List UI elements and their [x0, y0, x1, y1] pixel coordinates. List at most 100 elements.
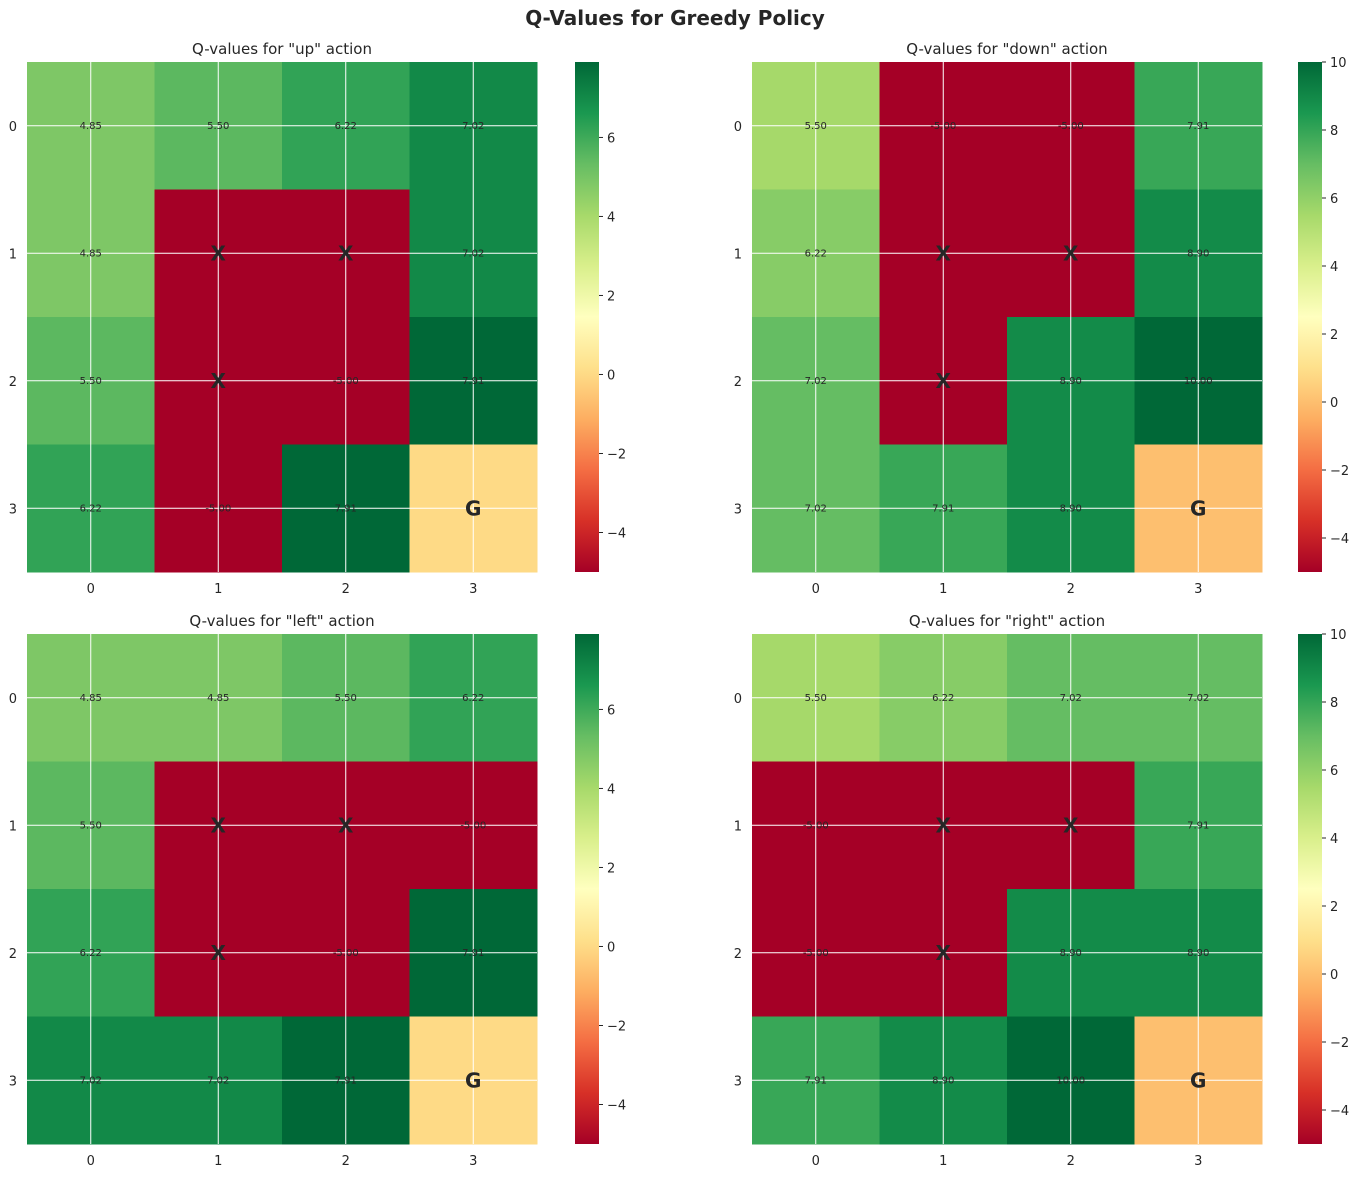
colorbar-tick-label: −2	[1330, 464, 1349, 479]
blocked-cell-mark: X	[936, 241, 952, 265]
x-tick-label: 2	[342, 582, 350, 597]
colorbar-tick-label: 0	[1330, 396, 1338, 411]
x-tick-label: 0	[87, 582, 95, 597]
cell-value-label: 8.90	[1060, 376, 1082, 387]
colorbar-tick-label: −2	[607, 1019, 626, 1034]
cell-value-label: -5.00	[803, 820, 829, 831]
y-tick-label: 1	[734, 247, 742, 262]
blocked-cell-mark: X	[338, 241, 354, 265]
colorbar-tick-label: 6	[1330, 764, 1338, 779]
x-tick-label: 0	[812, 1154, 820, 1169]
colorbar-tick-label: 8	[1330, 124, 1338, 139]
cell-value-label: 7.02	[207, 1075, 229, 1086]
cell-value-label: -5.00	[205, 503, 231, 514]
colorbar-tick-label: −4	[607, 1098, 626, 1113]
cell-value-label: 6.22	[805, 248, 827, 259]
cell-value-label: 7.91	[932, 503, 954, 514]
heatmap-panel-2: Q-values for "left" action 4.85 4.85 5.50 6.…	[9, 612, 626, 1169]
blocked-cell-mark: X	[211, 941, 227, 965]
cell-value-label: 6.22	[80, 948, 102, 959]
cell-value-label: -5.00	[333, 948, 359, 959]
colorbar-tick-label: −2	[607, 447, 626, 462]
cell-value-label: 5.50	[335, 693, 357, 704]
colorbar-tick-label: 10	[1330, 56, 1347, 71]
y-tick-label: 3	[9, 1074, 17, 1089]
y-tick-label: 1	[9, 819, 17, 834]
cell-value-label: -5.00	[460, 820, 486, 831]
cell-value-label: 7.91	[462, 948, 484, 959]
y-tick-label: 2	[734, 947, 742, 962]
colorbar	[575, 634, 599, 1144]
goal-cell-mark: G	[1190, 496, 1206, 520]
y-tick-label: 3	[734, 502, 742, 517]
y-tick-label: 2	[734, 375, 742, 390]
blocked-cell-mark: X	[936, 941, 952, 965]
x-tick-label: 0	[87, 1154, 95, 1169]
cell-value-label: -5.00	[930, 121, 956, 132]
colorbar-tick-label: 2	[1330, 328, 1338, 343]
cell-value-label: 7.02	[805, 503, 827, 514]
cell-value-label: 4.85	[80, 121, 102, 132]
colorbar-tick-label: −4	[1330, 1104, 1349, 1119]
colorbar-tick-label: 4	[1330, 832, 1338, 847]
y-tick-label: 3	[734, 1074, 742, 1089]
blocked-cell-mark: X	[338, 813, 354, 837]
colorbar-tick-label: 10	[1330, 628, 1347, 643]
colorbar	[1298, 634, 1322, 1144]
blocked-cell-mark: X	[211, 369, 227, 393]
panel-title: Q-values for "left" action	[189, 612, 374, 630]
colorbar-tick-label: 4	[1330, 260, 1338, 275]
x-tick-label: 1	[939, 1154, 947, 1169]
x-tick-label: 2	[1067, 1154, 1075, 1169]
blocked-cell-mark: X	[1063, 241, 1079, 265]
cell-value-label: 7.91	[1187, 121, 1209, 132]
cell-value-label: 7.02	[80, 1075, 102, 1086]
blocked-cell-mark: X	[936, 369, 952, 393]
colorbar-tick-label: 0	[607, 368, 615, 383]
cell-value-label: 10.00	[1056, 1075, 1085, 1086]
colorbar-tick-label: 2	[607, 861, 615, 876]
heatmap-panel-3: Q-values for "right" action 5.50 6.22 7.02 7…	[734, 612, 1349, 1169]
cell-value-label: 5.50	[207, 121, 229, 132]
colorbar-tick-label: −2	[1330, 1036, 1349, 1051]
colorbar-tick-label: 4	[607, 782, 615, 797]
cell-value-label: 7.91	[462, 376, 484, 387]
colorbar	[575, 62, 599, 572]
cell-value-label: 6.22	[80, 503, 102, 514]
panel-title: Q-values for "down" action	[906, 40, 1107, 58]
cell-value-label: 8.90	[932, 1075, 954, 1086]
y-tick-label: 0	[734, 692, 742, 707]
colorbar-tick-label: 6	[607, 703, 615, 718]
x-tick-label: 3	[1194, 1154, 1202, 1169]
cell-value-label: 4.85	[80, 248, 102, 259]
cell-value-label: 7.02	[1060, 693, 1082, 704]
panel-title: Q-values for "right" action	[909, 612, 1105, 630]
y-tick-label: 2	[9, 947, 17, 962]
blocked-cell-mark: X	[936, 813, 952, 837]
goal-cell-mark: G	[465, 496, 481, 520]
panel-title: Q-values for "up" action	[192, 40, 372, 58]
colorbar	[1298, 62, 1322, 572]
x-tick-label: 1	[939, 582, 947, 597]
colorbar-tick-label: 0	[607, 940, 615, 955]
x-tick-label: 2	[1067, 582, 1075, 597]
cell-value-label: 6.22	[462, 693, 484, 704]
x-tick-label: 1	[214, 582, 222, 597]
cell-value-label: 7.02	[462, 121, 484, 132]
cell-value-label: -5.00	[1058, 121, 1084, 132]
heatmap-panel-1: Q-values for "down" action 5.50 -5.00 -5.00…	[734, 40, 1349, 597]
blocked-cell-mark: X	[1063, 813, 1079, 837]
x-tick-label: 3	[469, 1154, 477, 1169]
y-tick-label: 1	[9, 247, 17, 262]
cell-value-label: 7.02	[1187, 693, 1209, 704]
cell-value-label: 6.22	[932, 693, 954, 704]
y-tick-label: 0	[9, 692, 17, 707]
colorbar-tick-label: 4	[607, 210, 615, 225]
cell-value-label: 5.50	[805, 121, 827, 132]
colorbar-tick-label: 2	[607, 289, 615, 304]
colorbar-tick-label: 6	[607, 131, 615, 146]
y-tick-label: 1	[734, 819, 742, 834]
y-tick-label: 0	[734, 120, 742, 135]
colorbar-tick-label: 8	[1330, 696, 1338, 711]
